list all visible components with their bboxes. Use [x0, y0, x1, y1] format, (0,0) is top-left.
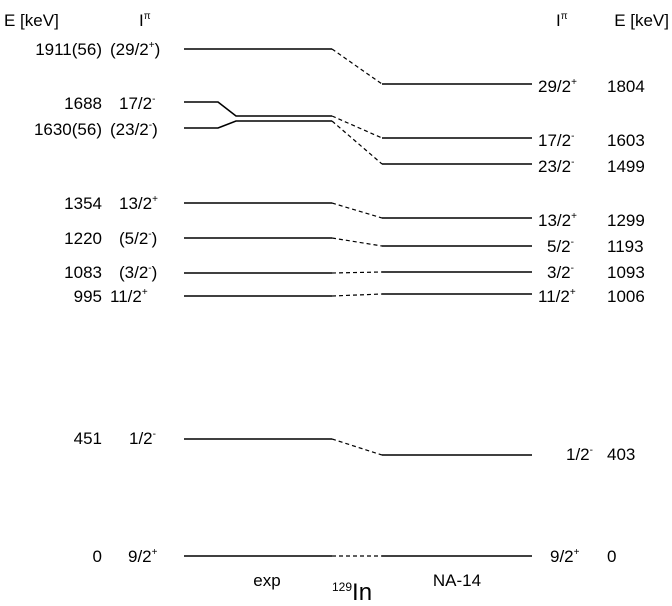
- exp-energy-label: 1630(56): [34, 120, 102, 139]
- theory-spin-label: 3/2-: [547, 263, 574, 282]
- level-row: 995 11/2+ 11/2+ 1006: [74, 287, 645, 306]
- theory-spin-label: 1/2-: [566, 445, 593, 464]
- level-connector-dashed: [331, 120, 383, 165]
- level-row: 451 1/2- 1/2- 403: [74, 429, 636, 464]
- theory-spin-label: 5/2-: [547, 237, 574, 256]
- exp-level-line: [184, 120, 332, 129]
- level-connector-dashed: [331, 115, 383, 139]
- level-row: 1630(56) (23/2-) 23/2- 1499: [34, 120, 645, 176]
- exp-spin-label: 17/2-: [119, 94, 155, 113]
- level-connector-dashed: [331, 202, 383, 219]
- level-row: 1083 (3/2-) 3/2- 1093: [64, 263, 645, 282]
- theory-energy-label: 1006: [607, 287, 645, 306]
- theory-spin-label: 11/2+: [538, 287, 576, 306]
- exp-energy-label: 1354: [64, 194, 102, 213]
- theory-energy-label: 1093: [607, 263, 645, 282]
- exp-energy-label: 1911(56): [35, 40, 102, 59]
- level-row: 1220 (5/2-) 5/2- 1193: [64, 229, 643, 256]
- exp-spin-label: (3/2-): [119, 263, 157, 282]
- exp-spin-label: 13/2+: [119, 194, 158, 213]
- theory-spin-label: 23/2-: [538, 157, 574, 176]
- nucleus-label: 129In: [332, 579, 372, 606]
- nucleus-mass-number: 129: [332, 580, 352, 594]
- theory-energy-label: 1193: [607, 237, 644, 256]
- exp-energy-label: 451: [74, 429, 102, 448]
- header-right-energy: E [keV]: [614, 11, 669, 30]
- exp-energy-label: 1220: [64, 229, 102, 248]
- exp-spin-label: (23/2-): [110, 120, 158, 139]
- exp-spin-label: 11/2+: [110, 287, 148, 306]
- theory-spin-label: 17/2-: [538, 131, 574, 150]
- level-row: 1688 17/2- 17/2- 1603: [64, 94, 645, 150]
- theory-spin-label: 9/2+: [550, 547, 580, 566]
- level-connector-dashed: [331, 293, 383, 297]
- exp-energy-label: 1083: [64, 263, 102, 282]
- theory-energy-label: 0: [607, 547, 616, 566]
- header-left-spin: Iπ: [139, 11, 151, 30]
- theory-energy-label: 403: [607, 445, 635, 464]
- header-left-spin-sup: π: [144, 11, 151, 22]
- exp-column-label: exp: [253, 571, 280, 590]
- level-row: 1911(56) (29/2+) 29/2+ 1804: [35, 40, 645, 96]
- header-right-spin-sup: π: [561, 11, 568, 22]
- level-connector-dashed: [331, 438, 383, 456]
- exp-energy-label: 995: [74, 287, 102, 306]
- level-connector-dashed: [331, 237, 383, 247]
- exp-level-line: [184, 101, 332, 117]
- level-row: 1354 13/2+ 13/2+ 1299: [64, 194, 645, 230]
- level-row: 0 9/2+ 9/2+ 0: [93, 547, 617, 566]
- theory-column-label: NA-14: [433, 571, 481, 590]
- exp-energy-label: 0: [93, 547, 102, 566]
- theory-energy-label: 1804: [607, 77, 645, 96]
- level-connector-dashed: [331, 48, 383, 85]
- header-left-energy: E [keV]: [4, 11, 59, 30]
- exp-spin-label: (29/2+): [110, 40, 160, 59]
- theory-energy-label: 1603: [607, 131, 645, 150]
- nucleus-symbol: In: [352, 579, 372, 606]
- exp-energy-label: 1688: [64, 94, 102, 113]
- exp-spin-label: (5/2-): [119, 229, 157, 248]
- theory-spin-label: 29/2+: [538, 77, 577, 96]
- exp-spin-label: 9/2+: [128, 547, 158, 566]
- theory-energy-label: 1299: [607, 211, 645, 230]
- theory-spin-label: 13/2+: [538, 211, 577, 230]
- exp-spin-label: 1/2-: [129, 429, 156, 448]
- theory-energy-label: 1499: [607, 157, 645, 176]
- level-connector-dashed: [331, 271, 383, 274]
- header-right-spin: Iπ: [556, 11, 568, 30]
